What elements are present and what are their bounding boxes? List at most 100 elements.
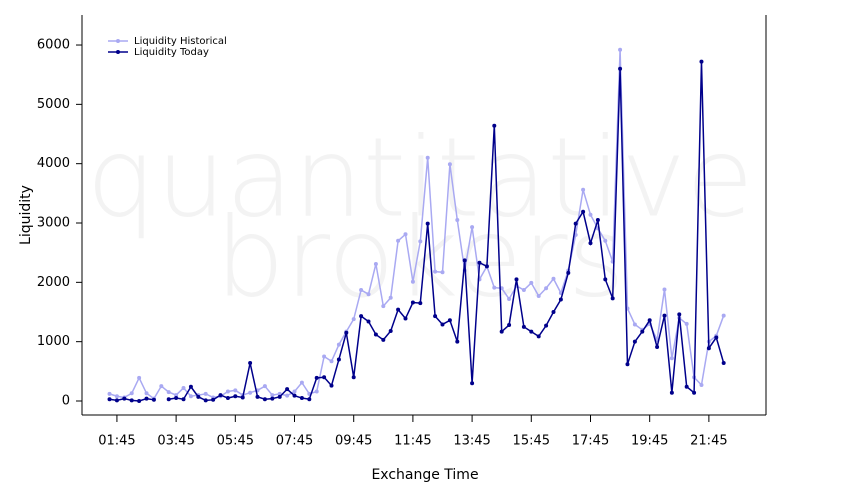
data-point — [603, 238, 608, 243]
data-point — [373, 332, 378, 337]
data-point — [692, 390, 697, 395]
data-point — [544, 323, 549, 328]
data-point — [107, 397, 112, 402]
data-point — [662, 313, 667, 318]
data-point — [521, 324, 526, 329]
data-point — [381, 304, 386, 309]
y-tick-label: 2000 — [37, 275, 70, 290]
data-point — [240, 395, 245, 400]
data-point — [477, 260, 482, 265]
data-point — [373, 261, 378, 266]
data-point — [314, 375, 319, 380]
data-point — [603, 277, 608, 282]
data-point — [699, 59, 704, 64]
data-point — [344, 330, 349, 335]
data-point — [595, 218, 600, 223]
data-point — [388, 295, 393, 300]
x-tick-label: 17:45 — [572, 434, 609, 449]
x-tick-label: 19:45 — [631, 434, 668, 449]
data-point — [188, 384, 193, 389]
data-point — [721, 361, 726, 366]
y-tick-label: 1000 — [37, 334, 70, 349]
data-point — [366, 292, 371, 297]
data-point — [144, 396, 149, 401]
data-point — [277, 394, 282, 399]
data-point — [262, 397, 267, 402]
data-point — [655, 345, 660, 350]
y-tick-label: 5000 — [37, 97, 70, 112]
x-tick-label: 05:45 — [217, 434, 254, 449]
data-point — [470, 225, 475, 230]
data-point — [329, 383, 334, 388]
data-point — [507, 296, 512, 301]
data-point — [196, 394, 201, 399]
data-point — [285, 387, 290, 392]
data-point — [618, 47, 623, 52]
legend-label: Liquidity Today — [134, 47, 209, 58]
data-point — [107, 391, 112, 396]
data-point — [662, 287, 667, 292]
data-point — [618, 66, 623, 71]
data-point — [233, 388, 238, 393]
data-point — [529, 280, 534, 285]
data-point — [536, 293, 541, 298]
data-point — [706, 346, 711, 351]
data-point — [470, 381, 475, 386]
data-point — [292, 393, 297, 398]
data-point — [203, 391, 208, 396]
y-tick-label: 0 — [62, 393, 70, 408]
data-point — [270, 396, 275, 401]
data-point — [625, 362, 630, 367]
legend-label: Liquidity Historical — [134, 36, 227, 47]
data-point — [410, 300, 415, 305]
data-point — [521, 288, 526, 293]
data-point — [566, 270, 571, 275]
data-point — [573, 221, 578, 226]
data-point — [307, 397, 312, 402]
data-point — [336, 357, 341, 362]
data-point — [492, 123, 497, 128]
data-point — [262, 384, 267, 389]
data-point — [151, 397, 156, 402]
data-point — [418, 301, 423, 306]
data-point — [588, 241, 593, 246]
x-axis-title: Exchange Time — [371, 467, 478, 483]
data-point — [647, 318, 652, 323]
data-point — [418, 239, 423, 244]
data-point — [137, 398, 142, 403]
data-point — [122, 396, 127, 401]
data-point — [425, 221, 430, 226]
data-point — [114, 398, 119, 403]
data-point — [440, 322, 445, 327]
legend-swatch — [116, 39, 120, 43]
x-tick-label: 21:45 — [690, 434, 727, 449]
data-point — [137, 375, 142, 380]
data-point — [299, 396, 304, 401]
data-point — [640, 329, 645, 334]
y-axis-title: Liquidity — [18, 185, 34, 245]
data-point — [403, 316, 408, 321]
data-point — [381, 337, 386, 342]
data-point — [684, 384, 689, 389]
data-point — [166, 397, 171, 402]
data-point — [144, 391, 149, 396]
data-point — [329, 359, 334, 364]
data-point — [721, 313, 726, 318]
data-point — [425, 155, 430, 160]
data-point — [440, 270, 445, 275]
x-tick-label: 01:45 — [98, 434, 135, 449]
data-point — [359, 288, 364, 293]
data-point — [684, 321, 689, 326]
data-point — [174, 396, 179, 401]
data-point — [544, 286, 549, 291]
data-point — [610, 296, 615, 301]
data-point — [447, 162, 452, 167]
data-point — [462, 258, 467, 263]
x-tick-label: 09:45 — [335, 434, 372, 449]
data-point — [211, 397, 216, 402]
x-tick-label: 15:45 — [513, 434, 550, 449]
data-point — [174, 393, 179, 398]
data-point — [351, 317, 356, 322]
data-point — [351, 375, 356, 380]
data-point — [484, 264, 489, 269]
